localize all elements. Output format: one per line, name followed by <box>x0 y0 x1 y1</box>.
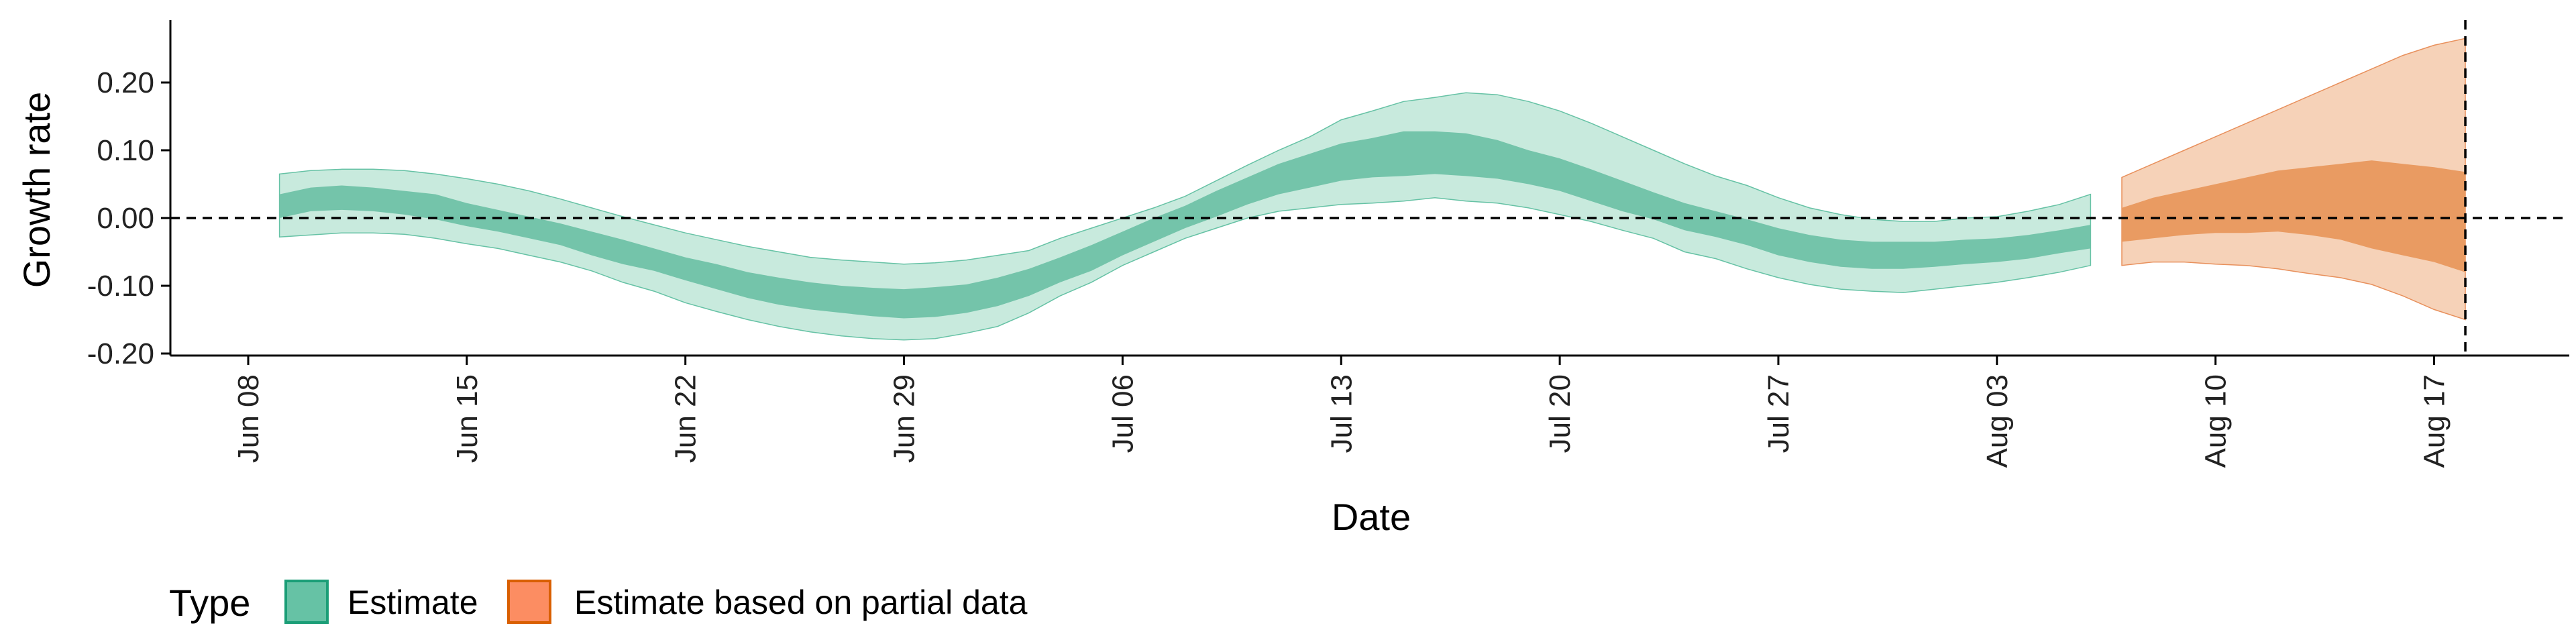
x-tick-label: Jul 27 <box>1762 374 1795 453</box>
legend-swatch-partial <box>507 580 551 624</box>
y-tick-label: -0.10 <box>87 270 154 303</box>
axes: -0.20 -0.10 0.00 0.10 0.20 Jun 08 Jun 15 Jun 22… <box>87 20 2569 468</box>
y-tick-label: 0.20 <box>97 66 154 99</box>
x-tick-label: Jun 22 <box>669 374 702 463</box>
legend: Type Estimate Estimate based on partial … <box>169 580 1028 624</box>
y-tick-label: 0.10 <box>97 134 154 167</box>
plot-area <box>170 20 2569 356</box>
y-axis-title: Growth rate <box>15 92 58 288</box>
x-tick-label: Jul 13 <box>1325 374 1358 453</box>
x-tick-label: Jul 20 <box>1544 374 1576 453</box>
ribbon-50-1 <box>2122 160 2465 272</box>
legend-label-estimate: Estimate <box>347 584 478 621</box>
x-tick-label: Jun 15 <box>451 374 484 463</box>
x-axis-title: Date <box>1332 496 1411 538</box>
legend-swatch-estimate <box>284 580 329 624</box>
x-tick-label: Aug 03 <box>1981 374 2014 468</box>
legend-label-partial: Estimate based on partial data <box>574 584 1028 621</box>
x-tick-label: Aug 17 <box>2418 374 2451 468</box>
x-tick-label: Aug 10 <box>2200 374 2233 468</box>
x-tick-label: Jun 08 <box>232 374 265 463</box>
x-tick-label: Jul 06 <box>1106 374 1139 453</box>
y-tick-label: 0.00 <box>97 202 154 235</box>
ribbon-50-0 <box>279 131 2091 319</box>
legend-title: Type <box>169 582 250 624</box>
y-tick-label: -0.20 <box>87 337 154 370</box>
x-tick-label: Jun 29 <box>888 374 921 463</box>
